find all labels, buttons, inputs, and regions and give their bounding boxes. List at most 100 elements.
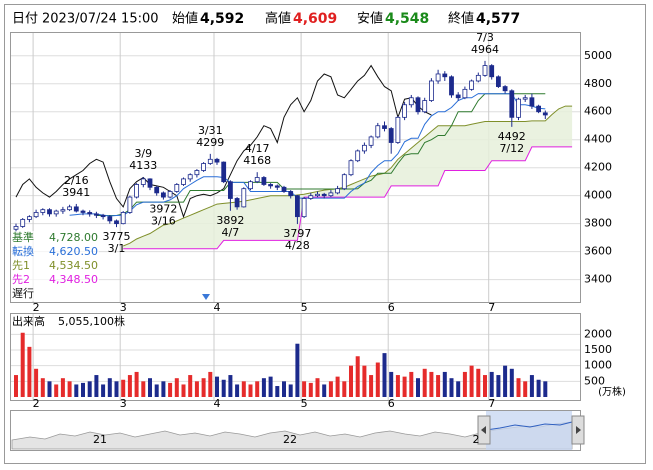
candle-body bbox=[33, 212, 39, 218]
volume-bar bbox=[215, 376, 219, 397]
candle-body bbox=[301, 198, 307, 218]
candle-body bbox=[26, 216, 32, 220]
candle-body bbox=[147, 178, 153, 188]
candle-body bbox=[516, 98, 521, 118]
annotation-date: 3/9 bbox=[134, 147, 152, 160]
candle-body bbox=[261, 177, 267, 185]
x-tick-label: 7 bbox=[488, 301, 495, 314]
volume-bar bbox=[395, 375, 400, 397]
close-value: 4,577 bbox=[476, 11, 520, 27]
legend-name: 転換 bbox=[12, 245, 34, 258]
low-label: 安値 bbox=[357, 11, 383, 27]
candle-body bbox=[408, 97, 414, 106]
candle-body bbox=[160, 192, 166, 198]
candle-body bbox=[194, 170, 200, 176]
annotation-date: 2/16 bbox=[64, 174, 89, 187]
candle-body bbox=[422, 100, 428, 113]
indicator-line bbox=[123, 146, 573, 250]
annotation-value: 3797 bbox=[283, 227, 311, 240]
annotation-date: 4/28 bbox=[285, 239, 310, 252]
volume-bar bbox=[416, 378, 420, 397]
volume-bar bbox=[382, 353, 387, 397]
x-tick-label: 6 bbox=[388, 301, 395, 314]
volume-bar bbox=[248, 384, 253, 397]
volume-bar bbox=[288, 384, 293, 397]
candle-body bbox=[382, 125, 387, 129]
navigator-selection[interactable] bbox=[486, 411, 572, 450]
candle-body bbox=[321, 193, 327, 197]
volume-bar bbox=[47, 381, 52, 397]
legend-value: 4,534.50 bbox=[49, 259, 98, 272]
volume-bar bbox=[74, 384, 79, 397]
candle-body bbox=[328, 192, 334, 197]
candle-body bbox=[181, 178, 186, 185]
annotation-date: 3/31 bbox=[198, 124, 223, 137]
candle-body bbox=[94, 213, 99, 216]
volume-bar bbox=[94, 375, 99, 397]
volume-bar bbox=[127, 375, 132, 397]
annotation-value: 4964 bbox=[471, 43, 499, 56]
candle-body bbox=[87, 212, 93, 215]
candle-body bbox=[73, 206, 79, 212]
volume-bar bbox=[34, 368, 39, 397]
volume-bar bbox=[141, 381, 146, 397]
volume-bar bbox=[503, 365, 508, 397]
candle-body bbox=[502, 86, 508, 92]
candle-body bbox=[214, 158, 220, 163]
candle-body bbox=[40, 209, 46, 213]
candle-body bbox=[268, 184, 274, 187]
open-value: 4,592 bbox=[200, 11, 244, 27]
candle-body bbox=[274, 185, 280, 188]
volume-bar bbox=[261, 378, 266, 397]
volume-bar bbox=[188, 375, 193, 397]
legend-name: 遅行 bbox=[12, 287, 34, 300]
volume-bar bbox=[315, 378, 320, 397]
navigator-selection-line bbox=[485, 421, 573, 431]
volume-bar bbox=[40, 378, 45, 397]
candle-body bbox=[167, 191, 173, 198]
candle-body bbox=[127, 196, 133, 213]
candle-body bbox=[495, 76, 501, 87]
candle-body bbox=[13, 226, 19, 230]
y-tick-label: 3800 bbox=[584, 217, 612, 230]
volume-bar bbox=[20, 332, 25, 397]
annotation-date: 4/7 bbox=[222, 226, 240, 239]
volume-bar bbox=[282, 381, 286, 397]
candle-body bbox=[120, 212, 126, 225]
volume-bar bbox=[27, 346, 32, 397]
volume-bar bbox=[107, 378, 112, 397]
candle-body bbox=[415, 97, 421, 113]
volume-bar bbox=[181, 384, 186, 397]
volume-bar bbox=[449, 378, 454, 397]
candle-body bbox=[315, 193, 320, 197]
volume-bar bbox=[536, 379, 541, 397]
open-label: 始値 bbox=[172, 11, 198, 27]
volume-bar bbox=[114, 381, 119, 397]
candle-body bbox=[402, 104, 408, 118]
candle-body bbox=[201, 163, 207, 171]
volume-bar bbox=[342, 381, 347, 397]
volume-bar bbox=[14, 375, 18, 397]
candle-body bbox=[455, 94, 461, 99]
volume-bar bbox=[255, 381, 260, 397]
volume-bar bbox=[221, 379, 226, 397]
candle-body bbox=[355, 150, 361, 162]
volume-bar bbox=[389, 371, 394, 397]
candle-body bbox=[47, 209, 52, 215]
annotation-date: 3/1 bbox=[108, 242, 126, 255]
candle-body bbox=[335, 188, 341, 194]
volume-bar bbox=[161, 381, 166, 397]
candle-body bbox=[435, 73, 441, 82]
candle-body bbox=[368, 136, 374, 146]
volume-bar bbox=[241, 381, 246, 397]
x-tick-label: 3 bbox=[120, 301, 127, 314]
legend-name: 基準 bbox=[12, 230, 34, 244]
candle-body bbox=[174, 184, 180, 192]
candle-body bbox=[482, 65, 488, 76]
annotation-date: 7/12 bbox=[499, 142, 524, 155]
marker bbox=[202, 294, 210, 300]
candle-body bbox=[234, 198, 240, 208]
volume-bar bbox=[154, 384, 159, 397]
legend-value: 4,620.50 bbox=[49, 245, 98, 258]
candle-body bbox=[375, 125, 381, 138]
